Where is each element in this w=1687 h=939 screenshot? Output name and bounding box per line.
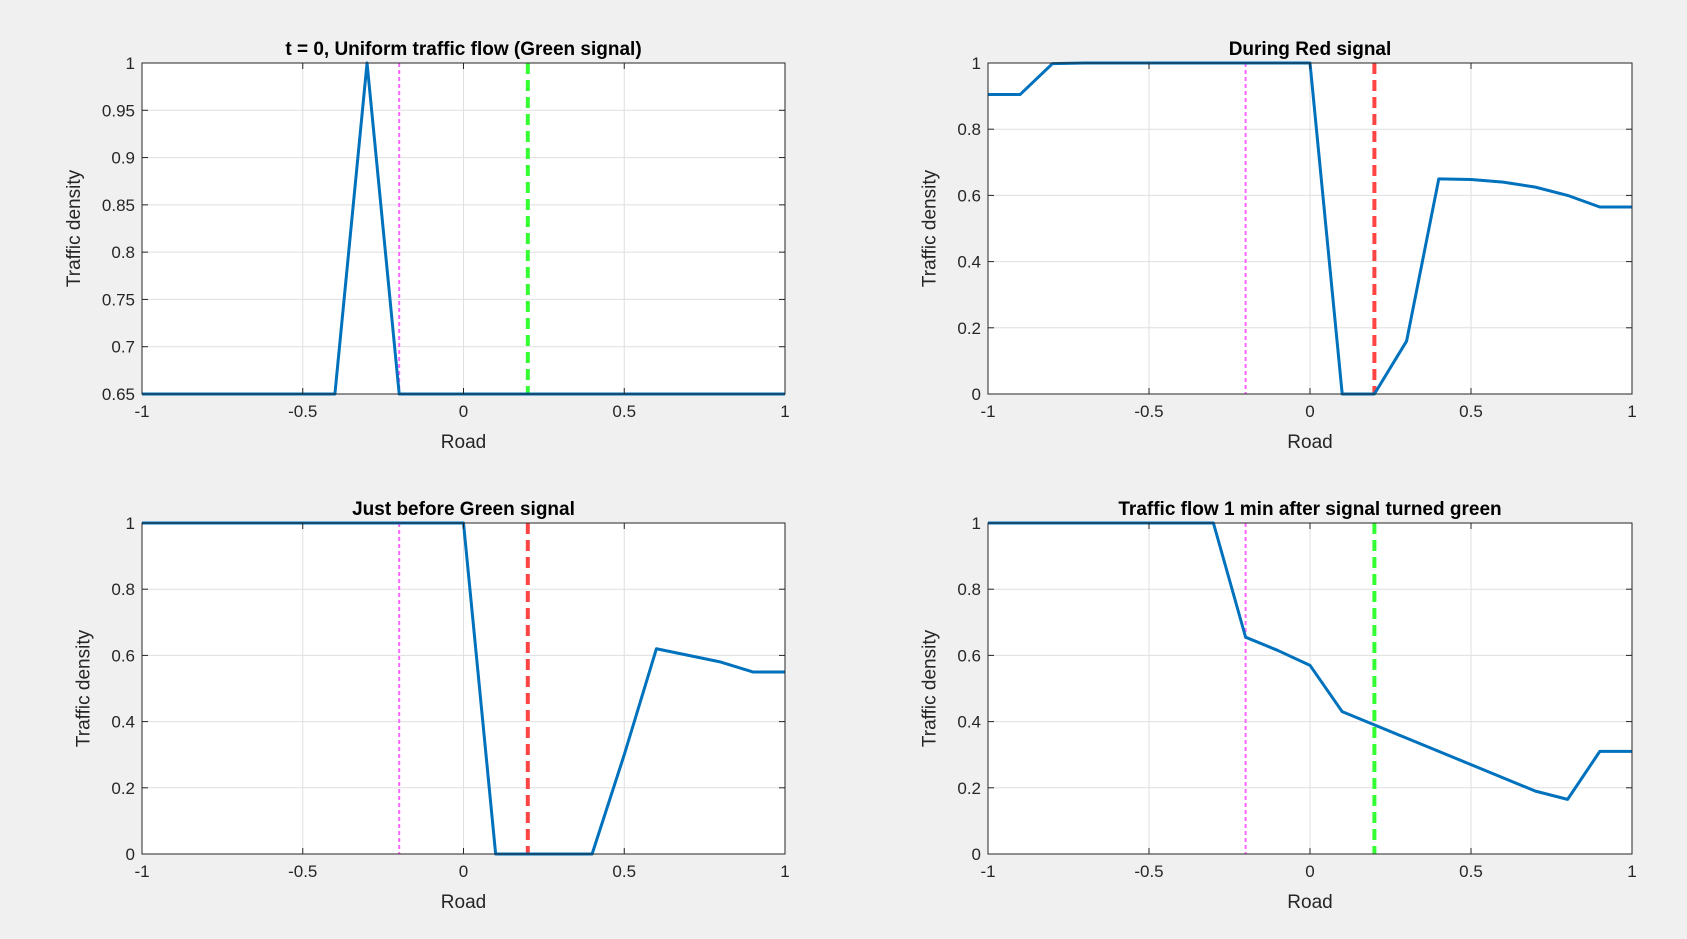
x-axis-label: Road bbox=[441, 432, 486, 453]
y-tick-label: 0.8 bbox=[111, 580, 135, 599]
y-tick-label: 0.2 bbox=[957, 319, 981, 338]
y-tick-label: 0.65 bbox=[102, 385, 135, 404]
y-tick-label: 0.4 bbox=[957, 253, 981, 272]
chart-title: t = 0, Uniform traffic flow (Green signa… bbox=[285, 39, 641, 60]
y-axis-label: Traffic density bbox=[64, 169, 85, 287]
y-tick-label: 0.75 bbox=[102, 290, 135, 309]
reference-lines bbox=[1244, 523, 1377, 854]
y-tick-label: 0.2 bbox=[957, 779, 981, 798]
y-tick-label: 1 bbox=[972, 54, 981, 73]
y-tick-label: 0.6 bbox=[111, 646, 135, 665]
y-tick-label: 1 bbox=[126, 54, 135, 73]
x-tick-label: 1 bbox=[780, 402, 789, 421]
y-tick-label: 0.7 bbox=[111, 338, 135, 357]
x-tick-label: -0.5 bbox=[1134, 402, 1163, 421]
x-tick-label: -0.5 bbox=[288, 862, 317, 881]
grid bbox=[988, 63, 1632, 394]
y-axis-label: Traffic density bbox=[74, 629, 95, 747]
reference-lines bbox=[1244, 63, 1377, 394]
y-tick-label: 0.2 bbox=[111, 779, 135, 798]
y-tick-label: 0 bbox=[972, 845, 981, 864]
x-tick-label: 0 bbox=[1305, 402, 1314, 421]
y-tick-label: 0.8 bbox=[957, 120, 981, 139]
subplot-4: -1 -0.5 0 0.5 1 0 0.2 0.4 0.6 0.8 1 Traffic flow 1… bbox=[920, 499, 1637, 913]
x-tick-label: 0 bbox=[459, 862, 468, 881]
y-tick-label: 0.9 bbox=[111, 149, 135, 168]
x-tick-label: 0 bbox=[1305, 862, 1314, 881]
x-axis-label: Road bbox=[1287, 432, 1332, 453]
x-tick-label: 0.5 bbox=[1459, 862, 1483, 881]
y-tick-label: 0.6 bbox=[957, 186, 981, 205]
ticks: -1 -0.5 0 0.5 1 0.65 0.7 0.75 0.8 0.85 0.9 0.95 1 bbox=[102, 54, 790, 421]
x-axis-label: Road bbox=[1287, 892, 1332, 913]
y-tick-label: 0 bbox=[972, 385, 981, 404]
grid bbox=[142, 63, 785, 394]
chart-title: Traffic flow 1 min after signal turned g… bbox=[1118, 499, 1501, 520]
x-tick-label: 0 bbox=[459, 402, 468, 421]
subplot-3: -1 -0.5 0 0.5 1 0 0.2 0.4 0.6 0.8 1 Just before Gr… bbox=[74, 499, 790, 913]
x-tick-label: -0.5 bbox=[1134, 862, 1163, 881]
x-tick-label: 1 bbox=[1627, 862, 1636, 881]
subplot-2: -1 -0.5 0 0.5 1 0 0.2 0.4 0.6 0.8 1 During Red sig… bbox=[920, 39, 1637, 453]
y-tick-label: 0.4 bbox=[957, 713, 981, 732]
x-tick-label: -1 bbox=[980, 862, 995, 881]
y-axis-label: Traffic density bbox=[920, 169, 941, 287]
ticks: -1 -0.5 0 0.5 1 0 0.2 0.4 0.6 0.8 1 bbox=[957, 54, 1636, 421]
y-tick-label: 0.85 bbox=[102, 196, 135, 215]
y-tick-label: 0.8 bbox=[111, 243, 135, 262]
x-tick-label: -1 bbox=[980, 402, 995, 421]
y-tick-label: 0 bbox=[126, 845, 135, 864]
x-axis-label: Road bbox=[441, 892, 486, 913]
y-axis-label: Traffic density bbox=[920, 629, 941, 747]
grid bbox=[142, 523, 785, 854]
x-tick-label: 1 bbox=[780, 862, 789, 881]
y-tick-label: 1 bbox=[126, 514, 135, 533]
x-tick-label: -1 bbox=[134, 402, 149, 421]
subplot-1: -1 -0.5 0 0.5 1 0.65 0.7 0.75 0.8 0.85 0.9 0.95 1 t … bbox=[64, 39, 790, 453]
x-tick-label: 0.5 bbox=[1459, 402, 1483, 421]
x-tick-label: -0.5 bbox=[288, 402, 317, 421]
y-tick-label: 0.4 bbox=[111, 713, 135, 732]
x-tick-label: 0.5 bbox=[612, 862, 636, 881]
reference-lines bbox=[398, 63, 530, 394]
x-tick-label: -1 bbox=[134, 862, 149, 881]
ticks: -1 -0.5 0 0.5 1 0 0.2 0.4 0.6 0.8 1 bbox=[957, 514, 1636, 881]
chart-title: Just before Green signal bbox=[352, 499, 575, 520]
x-tick-label: 0.5 bbox=[612, 402, 636, 421]
y-tick-label: 0.95 bbox=[102, 101, 135, 120]
ticks: -1 -0.5 0 0.5 1 0 0.2 0.4 0.6 0.8 1 bbox=[111, 514, 789, 881]
y-tick-label: 0.8 bbox=[957, 580, 981, 599]
y-tick-label: 0.6 bbox=[957, 646, 981, 665]
y-tick-label: 1 bbox=[972, 514, 981, 533]
chart-title: During Red signal bbox=[1229, 39, 1392, 60]
reference-lines bbox=[398, 523, 530, 854]
x-tick-label: 1 bbox=[1627, 402, 1636, 421]
